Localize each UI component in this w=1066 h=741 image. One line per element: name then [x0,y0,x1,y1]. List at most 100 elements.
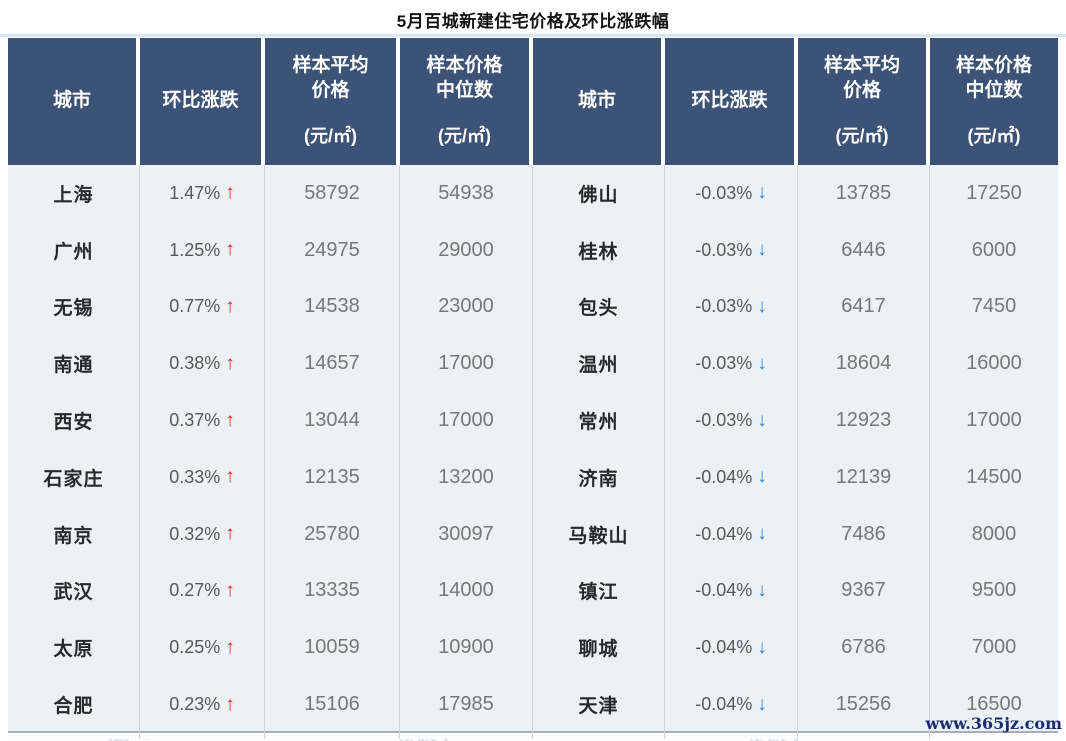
cell-avg-price: 14657 [265,335,400,393]
cell-change: -0.04% ↓ [665,676,798,733]
cell-city: 桂林 [533,221,665,279]
cell-median-price: 54938 [400,165,533,222]
change-arrow-icon: ↑ [225,636,235,658]
cell-change: -0.03% ↓ [665,165,798,222]
cell-median-price: 13200 [400,448,533,506]
cell-change: 0.77% ↑ [140,278,265,336]
cell-avg-price: 14538 [265,278,400,336]
cell-avg-price: 24975 [265,221,400,279]
cell-change: -0.03% ↓ [665,335,798,393]
cell-avg-price: 6417 [798,278,930,336]
cell-city: 太原 [8,619,140,677]
change-arrow-icon: ↓ [757,636,767,658]
cell-city: 聊城 [533,619,665,677]
cell-avg-price: 15106 [265,676,400,733]
change-arrow-icon: ↑ [225,295,235,317]
cell-city: 西安 [8,392,140,449]
cell-avg-price: 15256 [798,676,930,733]
cell-change: 0.37% ↑ [140,392,265,449]
cell-change: -0.03% ↓ [665,278,798,336]
price-table: 城市 环比涨跌 样本平均 价格 (元/㎡) 样本价格 中位数 (元/㎡) 城市 … [8,38,1062,741]
cell-change: -0.04% ↓ [665,562,798,620]
cell-change: -0.03% ↓ [665,392,798,449]
cell-median-price: 16500 [966,693,1022,716]
change-arrow-icon: ↓ [757,693,767,715]
change-arrow-icon: ↑ [225,352,235,374]
unit-label: (元/㎡) [835,126,889,147]
cell-median-price: 14000 [400,562,533,620]
change-arrow-icon: ↓ [757,409,767,431]
partial-cell [265,733,400,739]
cell-change: 0.33% ↑ [140,448,265,506]
cell-median-price: 7000 [971,636,1017,659]
change-arrow-icon: ↓ [757,182,767,204]
partial-cell [400,733,533,739]
page-title: 5月百城新建住宅价格及环比涨跌幅 [396,12,670,31]
cell-avg-price: 25780 [265,505,400,563]
cell-change: 0.25% ↑ [140,619,265,677]
change-arrow-icon: ↓ [757,295,767,317]
cell-change: -0.04% ↓ [665,619,798,677]
cell-change: 0.32% ↑ [140,505,265,563]
cell-avg-price: 13335 [265,562,400,620]
cell-avg-price: 13044 [265,392,400,449]
change-arrow-icon: ↓ [757,239,767,261]
partial-cell [930,733,1058,739]
partial-cell [533,733,665,739]
change-arrow-icon: ↑ [225,409,235,431]
change-arrow-icon: ↓ [757,466,767,488]
cell-avg-price: 13785 [798,165,930,222]
cell-change: 0.27% ↑ [140,562,265,620]
cell-city: 佛山 [533,165,665,222]
cell-avg-price: 18604 [798,335,930,393]
partial-cell [798,733,930,739]
cell-median-price: 17985 [400,676,533,733]
cell-city: 广州 [8,221,140,279]
change-arrow-icon: ↑ [225,693,235,715]
cell-median-price: 7450 [971,295,1017,318]
unit-label: (元/㎡) [304,126,357,147]
cell-avg-price: 10059 [265,619,400,677]
cell-change: -0.04% ↓ [665,505,798,563]
cell-median-price: 6000 [971,238,1017,261]
cell-city: 南京 [8,505,140,563]
change-arrow-icon: ↑ [225,239,235,261]
cell-change: 1.47% ↑ [140,165,265,222]
cell-median-price: 30097 [400,505,533,563]
cell-change: -0.03% ↓ [665,221,798,279]
partial-cell [140,733,265,739]
cell-median-price: 17000 [400,335,533,393]
cell-city: 南通 [8,335,140,393]
cell-city: 武汉 [8,562,140,620]
cell-avg-price: 12139 [798,448,930,506]
cell-change: 0.38% ↑ [140,335,265,393]
cell-median-price: 17000 [966,409,1022,432]
header-median-price-left: 样本价格 中位数 (元/㎡) [400,38,533,165]
partial-cell [8,733,140,739]
change-arrow-icon: ↓ [757,352,767,374]
cell-city: 温州 [533,335,665,393]
top-divider [0,34,1066,37]
cell-city: 常州 [533,392,665,449]
cell-median-price: 17250 [966,181,1022,204]
unit-label: (元/㎡) [438,126,491,147]
site-link[interactable]: www.365jz.com [925,714,1062,733]
header-change-right: 环比涨跌 [665,38,798,165]
cell-city: 上海 [8,165,140,222]
table-header: 城市 环比涨跌 样本平均 价格 (元/㎡) 样本价格 中位数 (元/㎡) 城市 … [8,38,1058,165]
cell-avg-price: 6786 [798,619,930,677]
header-city-left: 城市 [8,38,140,165]
cell-median-price: 23000 [400,278,533,336]
change-arrow-icon: ↑ [225,579,235,601]
cell-city: 合肥 [8,676,140,733]
cell-avg-price: 9367 [798,562,930,620]
cell-city: 马鞍山 [533,505,665,563]
change-arrow-icon: ↓ [757,579,767,601]
header-change-left: 环比涨跌 [140,38,265,165]
change-arrow-icon: ↑ [225,182,235,204]
cell-avg-price: 7486 [798,505,930,563]
cell-median-price: 29000 [400,221,533,279]
cell-city: 镇江 [533,562,665,620]
cell-avg-price: 58792 [265,165,400,222]
header-city-right: 城市 [533,38,665,165]
